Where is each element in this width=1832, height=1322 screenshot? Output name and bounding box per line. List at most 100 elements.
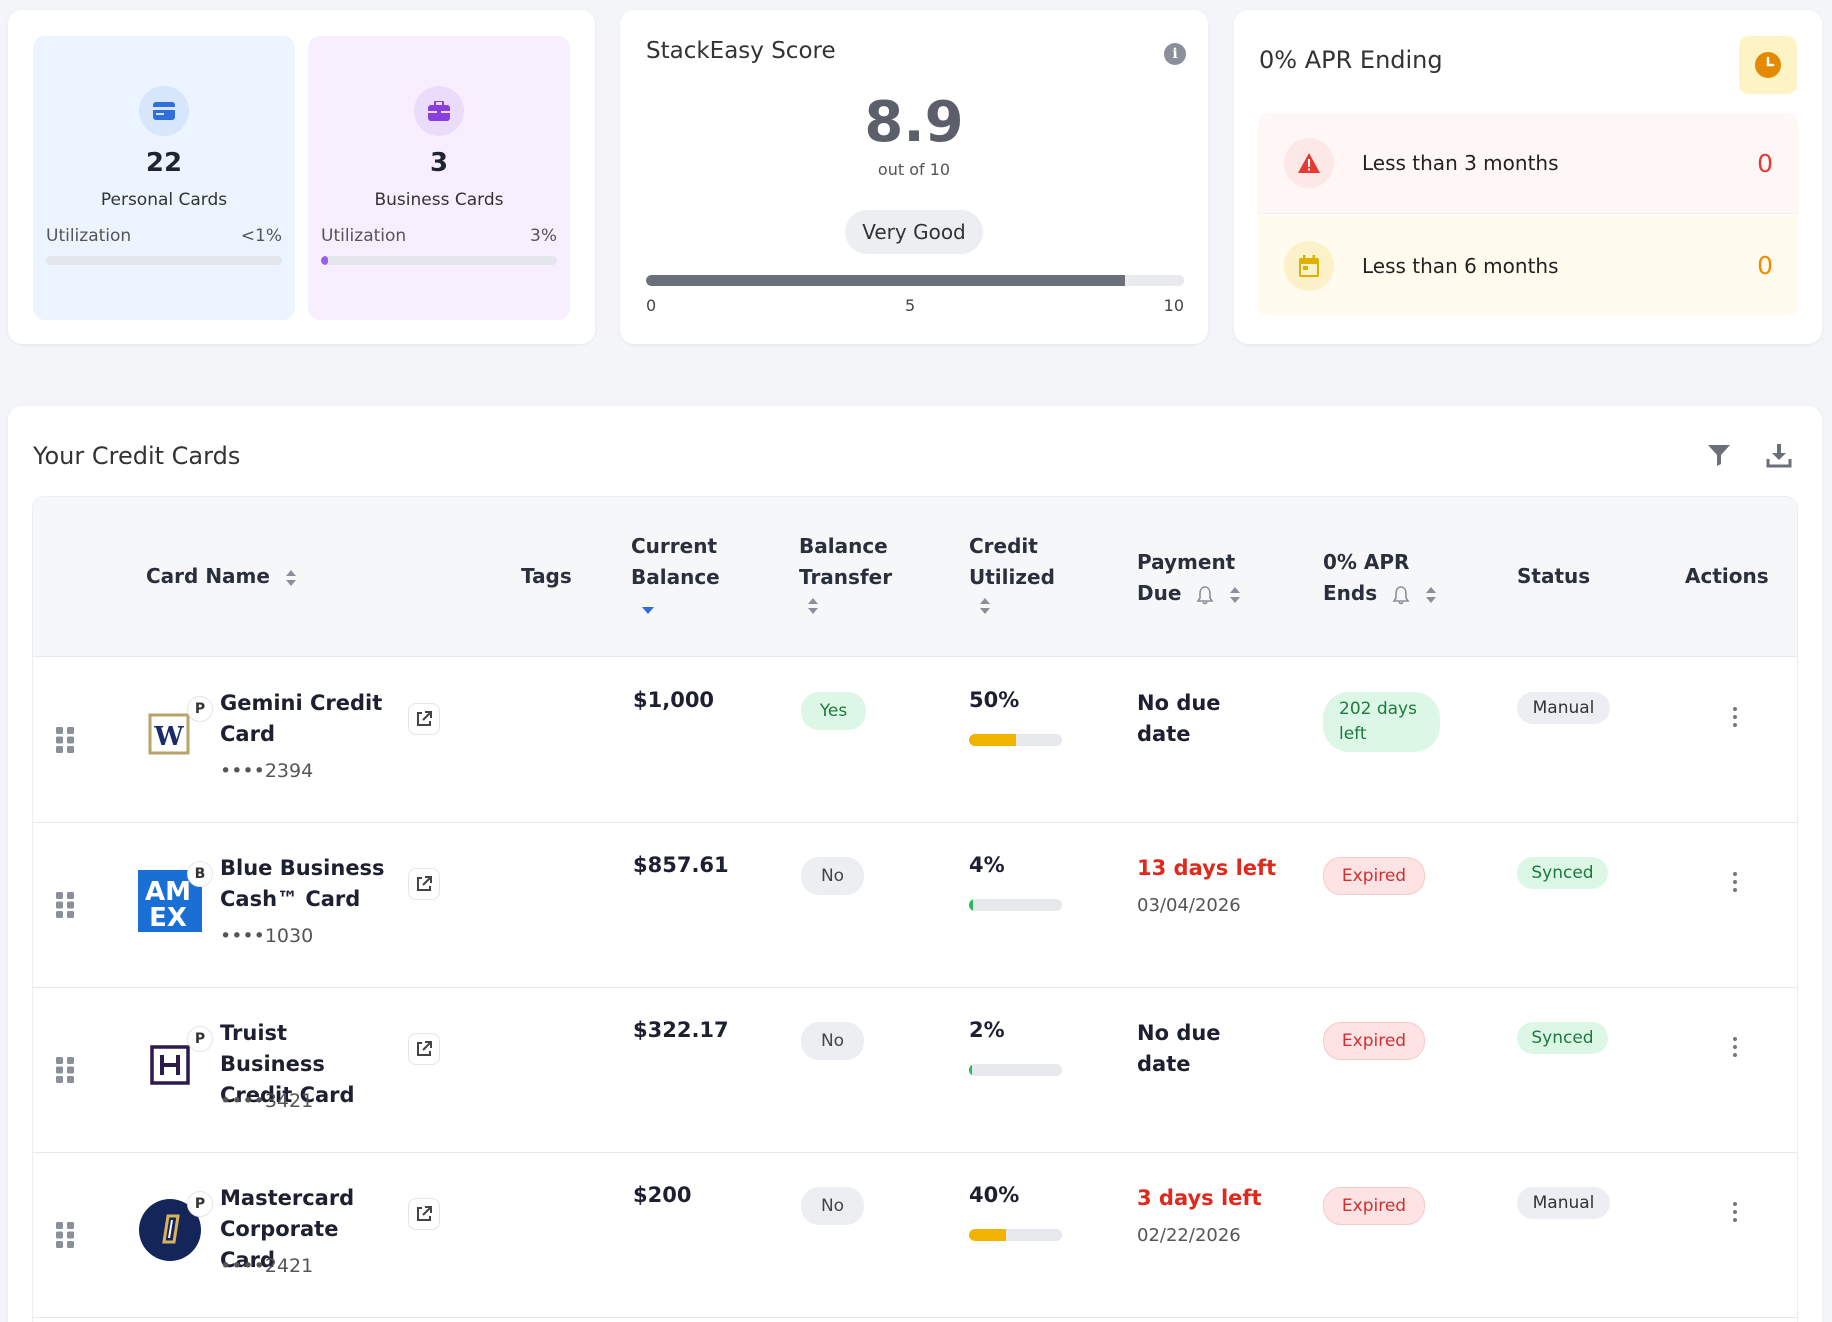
section-title: Your Credit Cards (33, 442, 241, 470)
external-link-button[interactable] (408, 868, 440, 900)
column-tags: Tags (521, 564, 572, 588)
score-tick-mid: 5 (905, 296, 916, 315)
credit-utilized-fill (969, 1064, 972, 1076)
score-rating-badge: Very Good (845, 210, 983, 254)
column-label: Credit (969, 534, 1038, 558)
business-utilization-fill (321, 256, 329, 265)
card-number: ••••2394 (220, 760, 314, 782)
card-number: ••••2421 (220, 1255, 314, 1277)
sort-icon (285, 569, 296, 586)
apr-expired-badge: Expired (1323, 857, 1425, 895)
apr-row-3-months[interactable]: Less than 3 months 0 (1258, 113, 1798, 214)
credit-utilized-value: 4% (969, 853, 1005, 877)
business-utilization: Utilization 3% (321, 226, 557, 246)
personal-utilization: Utilization <1% (46, 226, 282, 246)
external-link-icon (417, 876, 432, 891)
apr-ending-card: 0% APR Ending Less than 3 months 0 Less … (1234, 10, 1822, 344)
apr-row-count: 0 (1757, 148, 1773, 178)
apr-title: 0% APR Ending (1259, 46, 1443, 74)
svg-text:EX: EX (149, 903, 187, 932)
column-label: Balance (799, 534, 888, 558)
drag-handle-icon[interactable] (55, 726, 75, 758)
credit-utilized-bar (969, 734, 1062, 746)
current-balance: $200 (633, 1183, 692, 1207)
column-apr-ends[interactable]: 0% APR Ends (1323, 547, 1437, 609)
apr-row-label: Less than 3 months (1362, 151, 1559, 175)
score-out-of: out of 10 (877, 160, 951, 179)
table-row[interactable]: P Truist Business Credit Card ••••3421 $… (33, 988, 1797, 1153)
business-cards-count: 3 (429, 148, 449, 178)
bell-icon (1392, 585, 1410, 604)
status-badge: Manual (1517, 692, 1610, 724)
card-name: Truist Business Credit Card (220, 1021, 355, 1107)
external-link-icon (417, 1041, 432, 1056)
calendar-icon (1284, 240, 1334, 291)
card-logo: AM EX (138, 868, 202, 933)
credit-utilized-value: 50% (969, 688, 1020, 712)
column-current-balance[interactable]: Current Balance (631, 531, 720, 624)
column-card-name[interactable]: Card Name (146, 561, 297, 592)
credit-utilized-fill (969, 1229, 1007, 1241)
credit-utilized-bar (969, 1064, 1062, 1076)
table-row[interactable]: P Mastercard Corporate Card ••••2421 $20… (33, 1153, 1797, 1318)
drag-handle-icon[interactable] (55, 891, 75, 923)
card-type-badge: P (187, 1191, 213, 1217)
score-value: 8.9 (864, 90, 964, 155)
current-balance: $857.61 (633, 853, 729, 877)
business-cards-tile[interactable]: 3 Business Cards Utilization 3% (308, 36, 570, 320)
apr-row-6-months[interactable]: Less than 6 months 0 (1258, 215, 1798, 316)
current-balance: $322.17 (633, 1018, 729, 1042)
table-row[interactable]: AM EX B Blue Business Cash™ Card ••••1030… (33, 823, 1797, 988)
column-payment-due[interactable]: Payment Due (1137, 547, 1241, 609)
payment-due: No due date (1137, 691, 1221, 746)
column-actions: Actions (1685, 564, 1769, 588)
bell-icon (1196, 585, 1214, 604)
card-name: Blue Business Cash™ Card (220, 856, 385, 911)
more-actions-icon[interactable] (1723, 1197, 1747, 1227)
column-credit-utilized[interactable]: Credit Utilized (969, 531, 1055, 624)
table-header: Card Name Tags Current Balance Balance T… (33, 497, 1797, 657)
card-type-badge: P (187, 696, 213, 722)
sort-icon (980, 598, 990, 614)
filter-icon[interactable] (1706, 442, 1732, 472)
payment-due-date: 02/22/2026 (1137, 1225, 1241, 1246)
column-balance-transfer[interactable]: Balance Transfer (799, 531, 892, 624)
sort-icon (1426, 586, 1437, 603)
table-row[interactable]: W P Gemini Credit Card ••••2394 $1,000 Y… (33, 658, 1797, 823)
svg-text:W: W (153, 722, 184, 752)
column-label: Payment (1137, 550, 1236, 574)
more-actions-icon[interactable] (1723, 867, 1747, 897)
more-actions-icon[interactable] (1723, 702, 1747, 732)
column-label: Transfer (799, 565, 893, 589)
sort-icon (1230, 586, 1241, 603)
balance-transfer-badge: Yes (801, 692, 866, 730)
credit-cards-section: Your Credit Cards Card Name Tags Current… (8, 406, 1822, 1322)
external-link-button[interactable] (408, 1033, 440, 1065)
download-icon[interactable] (1766, 442, 1792, 472)
drag-handle-icon[interactable] (55, 1056, 75, 1088)
utilization-label: Utilization (321, 226, 407, 246)
clock-button[interactable] (1739, 36, 1797, 94)
card-type-badge: P (187, 1026, 213, 1052)
personal-cards-label: Personal Cards (100, 190, 228, 210)
score-tick-min: 0 (646, 296, 657, 315)
column-label: Balance (631, 565, 720, 589)
personal-cards-tile[interactable]: 22 Personal Cards Utilization <1% (33, 36, 295, 320)
utilization-label: Utilization (46, 226, 132, 246)
credit-cards-table: Card Name Tags Current Balance Balance T… (32, 496, 1798, 1322)
status-badge: Synced (1517, 857, 1608, 889)
business-utilization-bar (321, 256, 557, 265)
score-progress-bar (646, 275, 1184, 286)
personal-cards-count: 22 (145, 148, 183, 178)
external-link-button[interactable] (408, 1198, 440, 1230)
credit-card-icon (139, 86, 189, 136)
external-link-button[interactable] (408, 703, 440, 735)
more-actions-icon[interactable] (1723, 1032, 1747, 1062)
utilization-value: <1% (240, 226, 282, 246)
card-logo (138, 1198, 202, 1262)
credit-utilized-value: 40% (969, 1183, 1020, 1207)
drag-handle-icon[interactable] (55, 1221, 75, 1253)
credit-utilized-bar (969, 1229, 1062, 1241)
external-link-icon (417, 711, 432, 726)
info-icon[interactable]: i (1164, 43, 1186, 65)
